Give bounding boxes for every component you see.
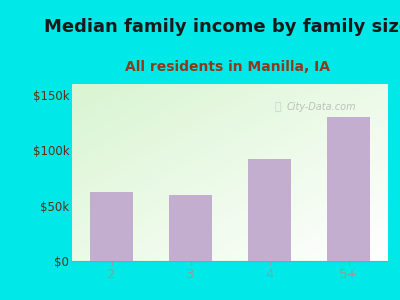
Bar	[169, 195, 212, 261]
Text: All residents in Manilla, IA: All residents in Manilla, IA	[126, 60, 330, 74]
Text: Median family income by family size: Median family income by family size	[44, 18, 400, 36]
Bar	[248, 159, 291, 261]
Text: City-Data.com: City-Data.com	[287, 102, 356, 112]
Bar	[90, 192, 133, 261]
Text: ⦿: ⦿	[274, 102, 281, 112]
Bar	[327, 117, 370, 261]
